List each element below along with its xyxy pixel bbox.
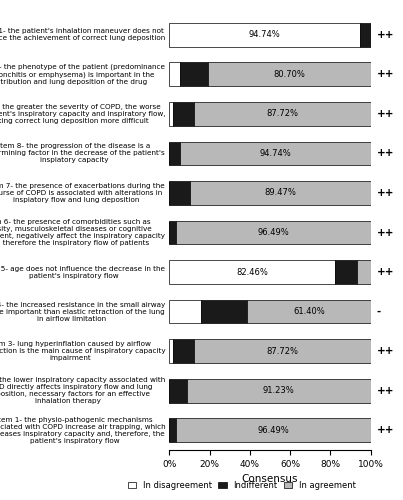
Bar [191, 181, 371, 205]
Text: Item 11- the patient's inhalation maneuver does not
influence the achievement of: Item 11- the patient's inhalation maneuv… [0, 28, 165, 42]
Bar [169, 340, 173, 363]
Bar [201, 300, 247, 324]
Text: 91.23%: 91.23% [263, 386, 295, 395]
Bar [169, 102, 173, 126]
Text: 96.49%: 96.49% [258, 426, 289, 434]
Text: Item 7- the presence of exacerbations during the
course of COPD is associated wi: Item 7- the presence of exacerbations du… [0, 183, 165, 203]
Bar [173, 102, 194, 126]
Text: Item 8- the progression of the disease is a
determining factor in the decrease o: Item 8- the progression of the disease i… [0, 144, 165, 164]
Bar [169, 418, 177, 442]
Text: Item 6- the presence of comorbidities such as
obesity, musculoskeletal diseases : Item 6- the presence of comorbidities su… [0, 219, 165, 246]
Text: 94.74%: 94.74% [260, 149, 291, 158]
Text: -: - [377, 306, 381, 316]
Text: ++: ++ [377, 346, 394, 356]
Bar [169, 62, 180, 86]
Bar [169, 260, 335, 284]
Text: ++: ++ [377, 109, 394, 119]
Bar [169, 379, 187, 402]
Bar [180, 62, 208, 86]
Bar [169, 23, 360, 46]
Bar [180, 142, 371, 166]
Bar [194, 102, 371, 126]
Bar [169, 142, 180, 166]
Text: ++: ++ [377, 386, 394, 396]
Bar [169, 181, 191, 205]
Text: 96.49%: 96.49% [258, 228, 289, 237]
Text: Item 9- the greater the severity of COPD, the worse
the patient's inspiratory ca: Item 9- the greater the severity of COPD… [0, 104, 165, 124]
Text: Item 1- the physio-pathogenic mechanisms
associated with COPD increase air trapp: Item 1- the physio-pathogenic mechanisms… [0, 416, 165, 444]
Text: 61.40%: 61.40% [293, 307, 325, 316]
Text: ++: ++ [377, 188, 394, 198]
Text: ++: ++ [377, 70, 394, 80]
Bar [208, 62, 371, 86]
Bar [187, 379, 371, 402]
Text: Item 5- age does not influence the decrease in the
patient's inspiratory flow: Item 5- age does not influence the decre… [0, 266, 165, 278]
Text: ++: ++ [377, 425, 394, 435]
Bar [194, 340, 371, 363]
Text: 87.72%: 87.72% [266, 110, 298, 118]
Bar [169, 300, 201, 324]
Bar [169, 220, 177, 244]
Text: ++: ++ [377, 228, 394, 237]
Bar [247, 300, 371, 324]
Legend: In disagreement, Indifferent, In agreement: In disagreement, Indifferent, In agreeme… [124, 478, 359, 494]
X-axis label: Consensus: Consensus [242, 474, 298, 484]
Bar [357, 260, 371, 284]
Bar [360, 23, 371, 46]
Bar [335, 260, 357, 284]
Bar [177, 220, 371, 244]
Text: 94.74%: 94.74% [249, 30, 280, 40]
Bar [177, 418, 371, 442]
Text: 89.47%: 89.47% [265, 188, 297, 198]
Text: Item 4- the increased resistance in the small airway
is more important than elas: Item 4- the increased resistance in the … [0, 302, 165, 322]
Text: 82.46%: 82.46% [237, 268, 268, 276]
Text: ++: ++ [377, 267, 394, 277]
Text: Item 10- the phenotype of the patient (predominance
of bronchitis or emphysema) : Item 10- the phenotype of the patient (p… [0, 64, 165, 85]
Text: ++: ++ [377, 148, 394, 158]
Text: 87.72%: 87.72% [266, 346, 298, 356]
Text: Item 3- lung hyperinflation caused by airflow
obstruction is the main cause of i: Item 3- lung hyperinflation caused by ai… [0, 341, 165, 361]
Text: Item 2- the lower inspiratory capacity associated with
COPD directly affects ins: Item 2- the lower inspiratory capacity a… [0, 377, 165, 404]
Text: 80.70%: 80.70% [274, 70, 305, 79]
Text: ++: ++ [377, 30, 394, 40]
Bar [173, 340, 194, 363]
